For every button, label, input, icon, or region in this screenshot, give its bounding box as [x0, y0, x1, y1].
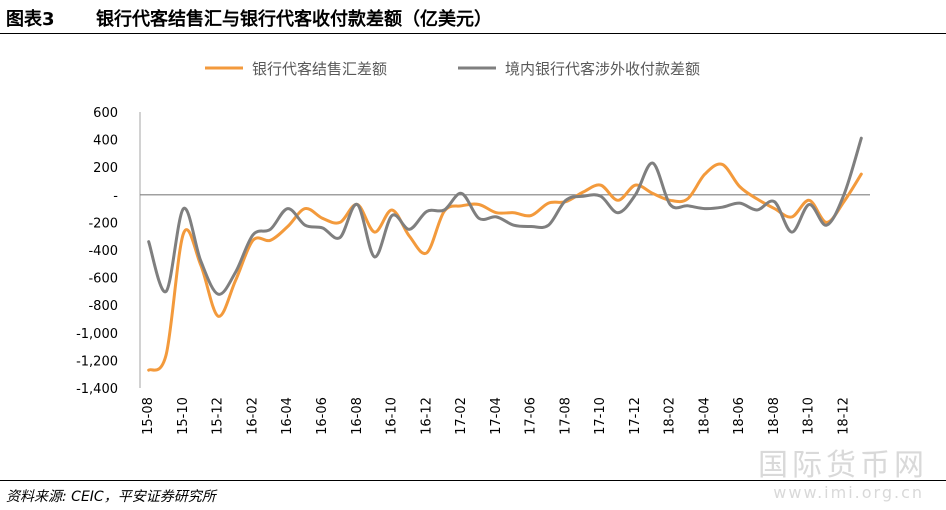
x-tick-label: 18-08 — [767, 397, 782, 435]
footer-rule — [0, 480, 946, 481]
y-tick-label: 400 — [93, 134, 118, 149]
figure-title: 银行代客结售汇与银行代客收付款差额（亿美元） — [96, 9, 492, 30]
x-axis: 15-08 15-10 15-12 16-02 16-04 16-06 16-08 16-10… — [141, 397, 851, 435]
x-tick-label: 18-02 — [663, 397, 678, 435]
x-tick-label: 17-08 — [558, 397, 573, 435]
x-tick-label: 16-08 — [350, 397, 365, 435]
x-tick-label: 17-10 — [593, 397, 608, 435]
y-tick-label: 600 — [93, 106, 118, 121]
x-tick-label: 17-02 — [454, 397, 469, 435]
y-axis: 600 400 200 - -200 -400 -600 -800 -1,000 -1,200 -1… — [76, 106, 870, 397]
series-line-0 — [147, 162, 863, 372]
x-tick-label: 17-06 — [524, 397, 539, 435]
y-tick-label: -800 — [88, 299, 118, 314]
y-tick-label: -200 — [88, 216, 118, 231]
x-tick-label: 17-12 — [628, 397, 643, 435]
y-tick-label: -1,400 — [76, 382, 118, 397]
source-note: 资料来源: CEIC，平安证券研究所 — [6, 489, 216, 505]
y-tick-label: - — [113, 189, 118, 204]
x-tick-label: 16-06 — [315, 397, 330, 435]
x-tick-label: 16-10 — [385, 397, 400, 435]
x-tick-label: 18-06 — [732, 397, 747, 435]
watermark-logo: 国际货币网 — [758, 448, 928, 483]
x-tick-label: 15-10 — [176, 397, 191, 435]
x-tick-label: 18-04 — [697, 397, 712, 435]
header-rule — [0, 33, 946, 34]
series-layer — [147, 136, 863, 372]
chart-legend: 银行代客结售汇差额 境内银行代客涉外收付款差额 — [205, 60, 700, 78]
y-tick-label: -1,200 — [76, 354, 118, 369]
x-tick-label: 15-08 — [141, 397, 156, 435]
x-tick-label: 16-04 — [280, 397, 295, 435]
x-tick-label: 18-12 — [836, 397, 851, 435]
series-line-1 — [147, 136, 863, 296]
x-tick-label: 17-04 — [489, 397, 504, 435]
y-tick-label: 200 — [93, 161, 118, 176]
y-tick-label: -600 — [88, 272, 118, 287]
line-chart: 银行代客结售汇差额 境内银行代客涉外收付款差额 600 400 200 - -200 -4… — [76, 60, 870, 435]
x-tick-label: 15-12 — [211, 397, 226, 435]
x-tick-label: 16-12 — [419, 397, 434, 435]
legend-label-series-1: 境内银行代客涉外收付款差额 — [505, 60, 700, 78]
x-tick-label: 16-02 — [245, 397, 260, 435]
y-tick-label: -400 — [88, 244, 118, 259]
x-tick-label: 18-10 — [802, 397, 817, 435]
legend-label-series-0: 银行代客结售汇差额 — [252, 60, 387, 78]
figure-number: 图表3 — [6, 9, 55, 30]
y-tick-label: -1,000 — [76, 327, 118, 342]
watermark-url: www.imi.org.cn — [773, 483, 924, 502]
figure-header: 图表3 银行代客结售汇与银行代客收付款差额（亿美元） — [0, 0, 946, 34]
